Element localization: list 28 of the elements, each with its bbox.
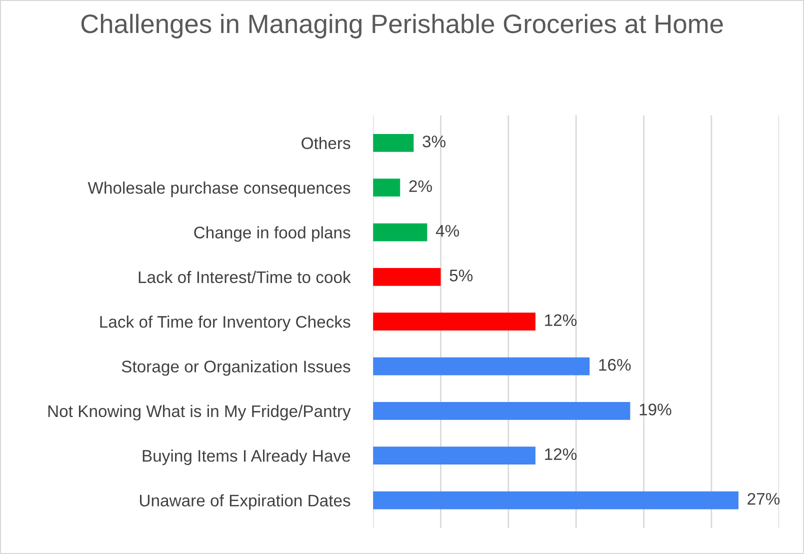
y-tick-label: Not Knowing What is in My Fridge/Pantry [48, 404, 351, 420]
bar [373, 357, 590, 376]
data-label: 3% [422, 136, 446, 148]
y-tick-label: Storage or Organization Issues [122, 360, 350, 376]
bar [373, 491, 738, 510]
bar [373, 134, 414, 152]
data-label: 19% [640, 404, 672, 416]
bar [373, 446, 536, 465]
bar [373, 178, 400, 197]
chart-title: Challenges in Managing Perishable Groceries at Home [81, 14, 723, 38]
bar [373, 312, 536, 331]
y-tick-label: Unaware of Expiration Dates [140, 494, 350, 510]
data-label: 12% [545, 314, 577, 326]
bar [373, 268, 441, 286]
y-tick-label: Change in food plans [194, 226, 350, 242]
data-label: 27% [748, 492, 780, 505]
data-label: 12% [545, 448, 577, 460]
y-tick-label: Lack of Time for Inventory Checks [100, 316, 350, 332]
data-label: 4% [436, 225, 460, 237]
y-tick-label: Others [302, 136, 350, 150]
data-label: 2% [409, 180, 432, 192]
y-tick-label: Wholesale purchase consequences [88, 182, 350, 198]
y-tick-label: Buying Items I Already Have [142, 450, 350, 466]
data-label: 5% [450, 270, 473, 282]
bar [373, 223, 428, 242]
bar [373, 402, 630, 420]
y-tick-label: Lack of Interest/Time to cook [138, 270, 351, 284]
data-label: 16% [599, 358, 631, 371]
